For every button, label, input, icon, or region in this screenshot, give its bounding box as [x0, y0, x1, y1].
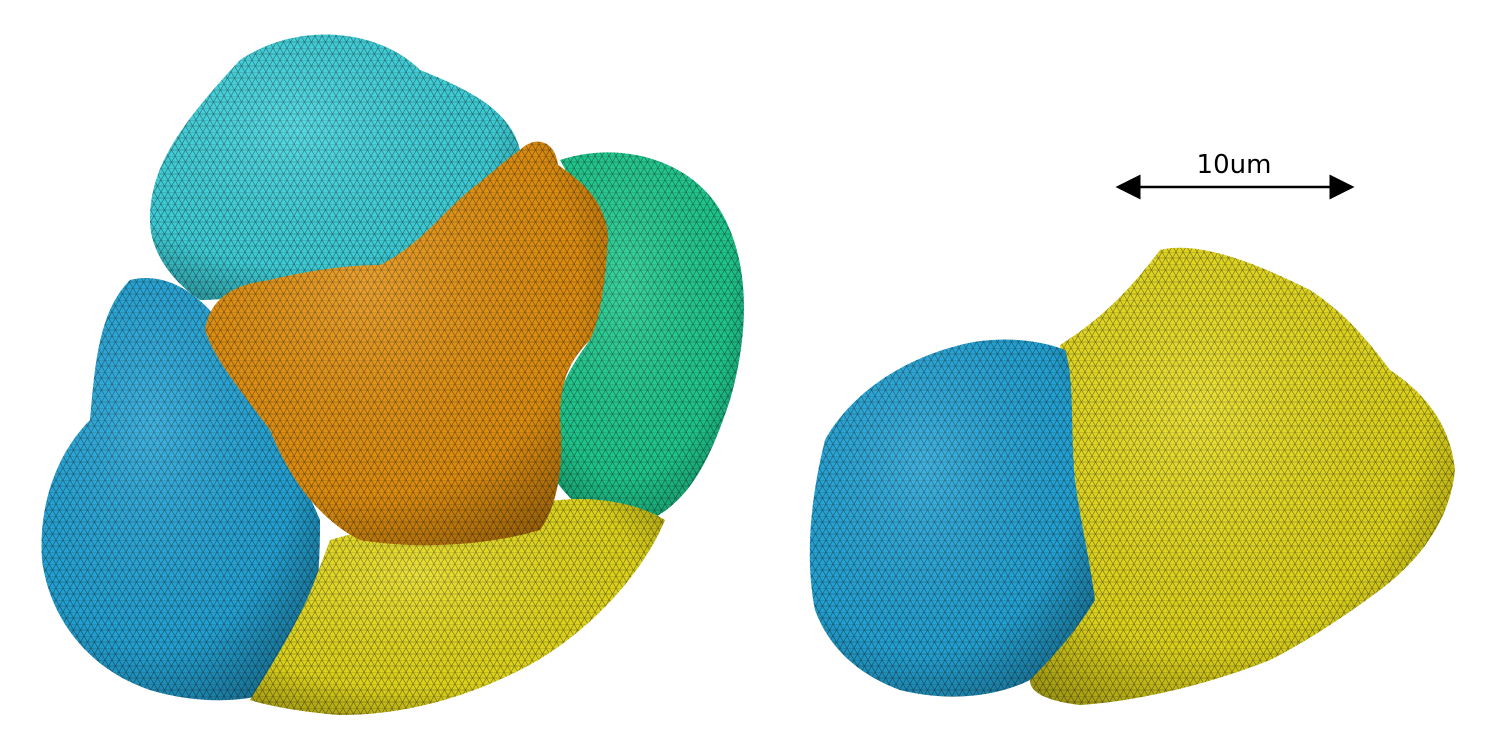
scale-bar-label: 10um	[1196, 150, 1272, 180]
left-cell-cluster	[41, 34, 744, 715]
right-yellow-cell	[1030, 247, 1455, 705]
right-sky-blue-cell	[809, 339, 1095, 697]
left-orange-cell	[205, 141, 608, 546]
right-cell-pair	[809, 247, 1455, 705]
left-yellow-cell	[250, 499, 665, 715]
